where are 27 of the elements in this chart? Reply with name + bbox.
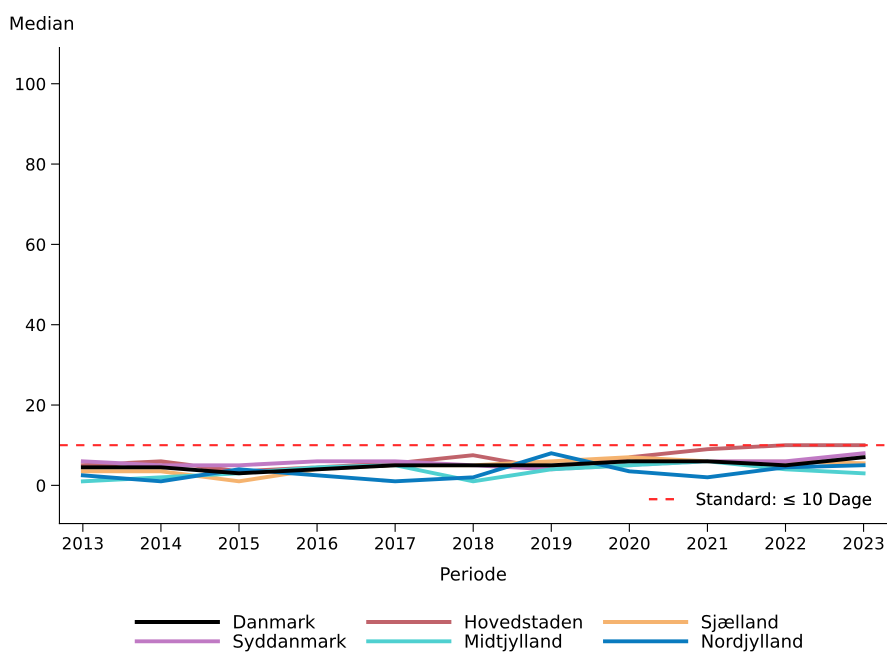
legend-label: Standard: ≤ 10 Dage <box>696 492 872 509</box>
x-tick-label: 2023 <box>844 537 884 550</box>
x-axis-title: Periode <box>441 566 506 581</box>
y-tick-label: 100 <box>16 78 46 90</box>
x-tick-label: 2022 <box>766 537 806 550</box>
y-tick-label: 40 <box>26 318 46 332</box>
y-tick-label: 80 <box>26 158 46 171</box>
y-tick-label: 0 <box>36 479 46 492</box>
legend-label: Sjælland <box>702 614 778 632</box>
line-series <box>80 455 866 476</box>
legend-label: Midtjylland <box>466 634 562 652</box>
x-tick-label: 2020 <box>609 537 650 550</box>
legend-label: Syddanmark <box>234 634 346 652</box>
y-tick-label: 20 <box>26 398 46 412</box>
x-tick-label: 2013 <box>62 537 103 550</box>
legend-label: Nordjylland <box>702 634 802 652</box>
x-tick-label: 2021 <box>687 537 728 550</box>
x-tick-label: 2019 <box>531 537 572 550</box>
x-tick-label: 2014 <box>140 537 182 550</box>
x-tick-label: 2018 <box>453 537 494 550</box>
y-axis-title: Median <box>10 16 74 30</box>
x-tick-label: 2015 <box>219 537 259 550</box>
x-tick-label: 2017 <box>375 537 415 550</box>
x-tick-label: 2016 <box>297 537 338 550</box>
legend-label: Danmark <box>234 614 316 629</box>
y-tick-label: 60 <box>26 238 46 251</box>
legend-label: Hovedstaden <box>466 614 582 629</box>
